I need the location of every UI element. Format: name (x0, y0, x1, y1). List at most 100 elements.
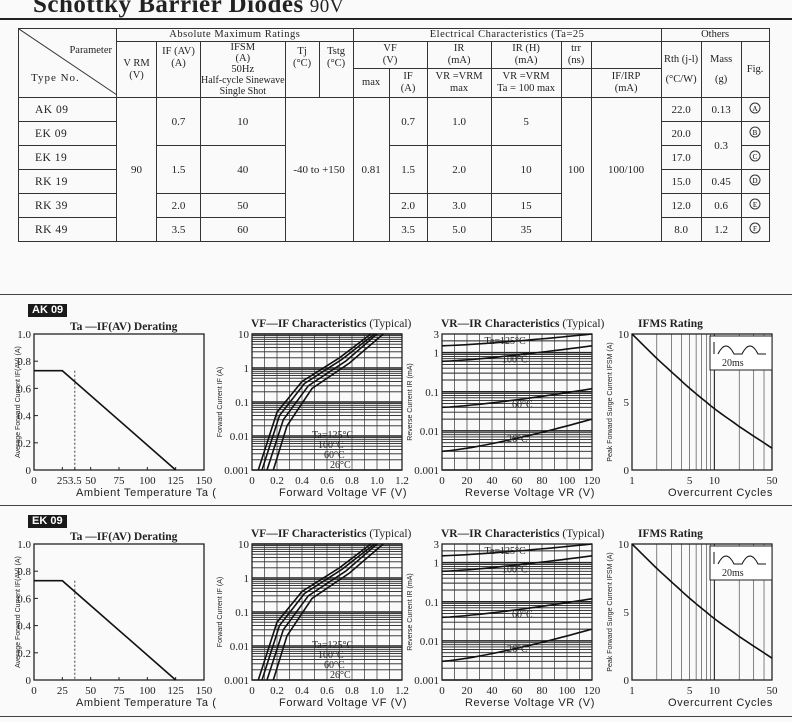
page-title: Schottky Barrier Diodes 90V (33, 0, 344, 19)
others-header: Others (660, 28, 770, 42)
irh-cond: VR =VRM (502, 71, 550, 83)
y-tick-label: 0.6 (17, 593, 31, 605)
tj-tstg-cell: -40 to +150 (284, 97, 354, 242)
vrir-title-text: VR—IR Characteristics (441, 528, 560, 540)
x-tick-label: 1.2 (395, 475, 409, 487)
vf-if-label: IF (403, 71, 413, 83)
irh-cond-header: VR =VRM Ta = 100 max (490, 68, 562, 98)
y-tick-label: 1 (244, 363, 250, 375)
vf-label: VF (383, 43, 397, 55)
plot-frame (441, 543, 593, 681)
derating-title: Ta —IF(AV) Derating (70, 321, 177, 333)
x-tick-label: 5 (687, 475, 693, 487)
rth-cell: 22.0 (660, 97, 702, 122)
vrir-curve (441, 555, 593, 573)
x-tick-label: 1.2 (395, 685, 409, 697)
rth-cell: 8.0 (660, 217, 702, 242)
inset-box (709, 335, 773, 371)
temp-label: Ta=125°C (312, 430, 353, 441)
fig-cell: E (740, 193, 770, 218)
plot-frame (441, 333, 593, 471)
vf-if-cell: 2.0 (388, 193, 428, 218)
y-tick-label: 0.6 (17, 383, 31, 395)
vfif-xlabel: Forward Voltage VF (V) (279, 487, 408, 499)
row-type: RK 49 (18, 217, 117, 242)
derating-xlabel: Ambient Temperature Ta ( (76, 487, 217, 499)
ifms-title: IFMS Rating (638, 318, 703, 330)
vrir-title: VR—IR Characteristics (Typical) (441, 528, 605, 540)
x-tick-label: 150 (196, 475, 213, 487)
y-tick-label: 0.2 (17, 648, 31, 660)
y-tick-label: 1 (434, 558, 440, 570)
x-tick-label: 100 (139, 685, 156, 697)
pulse-icon (717, 345, 766, 355)
y-tick-label: 0.01 (230, 641, 249, 653)
x-tick-label: 25 (57, 685, 68, 697)
y-tick-label: 1 (244, 573, 250, 585)
ifms-title-text: IFMS Rating (638, 528, 703, 540)
y-tick-label: 0.001 (224, 675, 249, 687)
derating-curve (34, 369, 177, 471)
header-diagonal (19, 29, 116, 95)
ifirp-cell: 100/100 (590, 97, 662, 242)
ifav-unit: (A) (171, 58, 186, 69)
vf-if-cell: 3.5 (388, 217, 428, 242)
mass-cell: 0.6 (700, 193, 742, 218)
y-tick-label: 0.8 (17, 356, 31, 368)
vfif-curve (257, 543, 372, 681)
fig-header: Fig. (740, 41, 770, 98)
package-letter: D (753, 177, 758, 185)
y-axis-label: Forward Current IF (A) (217, 367, 224, 437)
ifav-label: IF (AV) (162, 46, 195, 57)
x-tick-label: 120 (584, 475, 601, 487)
y-tick-label: 0.01 (230, 431, 249, 443)
param-header-cell: Parameter Type No. (18, 28, 117, 98)
row-type: EK 19 (18, 145, 117, 170)
elec-temp-label: (Ta=25 (551, 29, 585, 41)
ir-cell: 3.0 (426, 193, 492, 218)
ir-header: IR (mA) (426, 40, 492, 70)
vf-max-cell: 0.81 (352, 97, 390, 242)
ir-label: IR (453, 43, 465, 55)
y-tick-label: 10 (238, 329, 250, 341)
param-label: Parameter (69, 45, 112, 56)
x-tick-label: 50 (85, 685, 97, 697)
row-type: EK 09 (18, 121, 117, 146)
ifav-header: IF (AV) (A) (156, 41, 201, 98)
x-tick-label: 75 (114, 475, 126, 487)
irh-unit: (mA) (514, 55, 538, 67)
package-letter: E (753, 201, 757, 209)
irh-cell: 15 (490, 193, 562, 218)
package-letter: C (753, 153, 758, 161)
ifms-title: IFMS Rating (638, 528, 703, 540)
mass-unit: (g) (714, 73, 728, 85)
tj-label: Tj (297, 46, 307, 57)
ir-cond: VR =VRM (435, 71, 483, 83)
plot-frame (631, 543, 773, 681)
derating-title-text: Ta —IF(AV) Derating (70, 531, 178, 543)
plot-frame (33, 543, 205, 681)
vrir-curve (441, 333, 593, 347)
temp-label: 100°C (318, 440, 344, 451)
y-axis-label: Peak Forward Surge Current IFSM (A) (607, 552, 614, 671)
vfif-chart: Forward Current IF (A) 0.001 0.01 0.1 1 10 0 0.… (217, 539, 409, 697)
derating-xlabel: Ambient Temperature Ta ( (76, 697, 217, 709)
y-tick-label: 1 (434, 348, 440, 360)
mass-header: Mass (g) (700, 41, 742, 98)
rth-cell: 20.0 (660, 121, 702, 146)
vrir-curve (441, 597, 593, 619)
ifirp-spacer (590, 40, 662, 70)
x-tick-label: 0.8 (345, 475, 359, 487)
y-tick-label: 0.1 (235, 607, 249, 619)
vrir-curve (441, 628, 593, 663)
vfif-xlabel: Forward Voltage VF (V) (279, 697, 408, 709)
ifav-cell: 0.7 (156, 97, 201, 146)
vfif-chart: Forward Current IF (A) 0.001 0.01 0.1 1 10 0 0.… (217, 329, 409, 487)
vfif-curve (266, 333, 378, 471)
package-icon: C (749, 150, 761, 162)
vrir-curve (441, 345, 593, 363)
derating-chart: Average Forward Current IF(AV) (A) 0 0.2 0.… (15, 329, 213, 487)
section-tag: EK 09 (28, 515, 67, 528)
y-tick-label: 10 (618, 539, 630, 551)
mass-cell: 1.2 (700, 217, 742, 242)
